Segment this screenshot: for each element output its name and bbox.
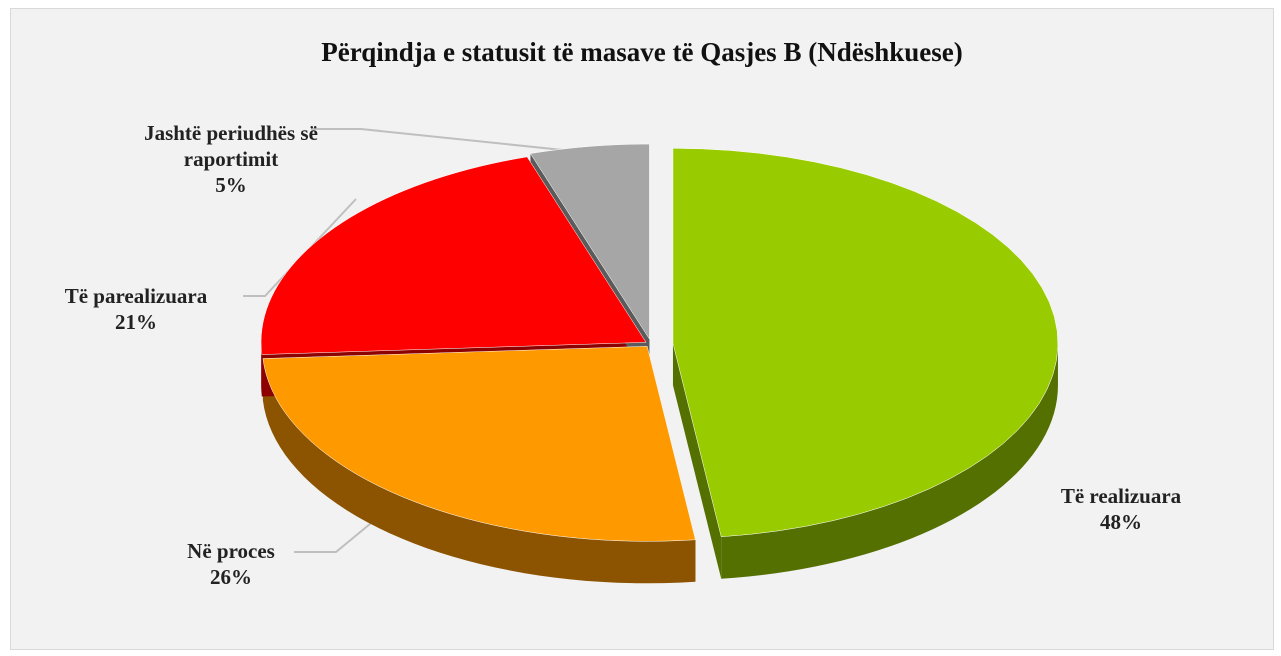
value-label: 21%	[115, 310, 157, 334]
slice-cut	[672, 343, 722, 579]
value-label: 48%	[1100, 510, 1142, 534]
category-label: Jashtë periudhës së raportimit	[144, 121, 318, 171]
data-label: Të parealizuara 21%	[16, 283, 256, 335]
slice	[672, 148, 1059, 538]
category-label: Në proces	[187, 539, 275, 563]
chart: Përqindja e statusit të masave të Qasjes…	[10, 8, 1274, 650]
slice	[260, 156, 647, 355]
leader-line	[294, 518, 377, 553]
chart-title: Përqindja e statusit të masave të Qasjes…	[321, 37, 963, 67]
leader-lines	[243, 128, 602, 553]
slice-tops	[260, 143, 1059, 542]
slice-side	[261, 342, 262, 397]
value-label: 26%	[210, 565, 252, 589]
data-label: Të realizuara 48%	[1011, 483, 1231, 535]
pie-area	[243, 128, 1059, 584]
slice	[530, 143, 650, 340]
value-label: 5%	[215, 173, 247, 197]
leader-line	[243, 198, 357, 297]
data-label: Në proces 26%	[121, 538, 341, 590]
category-label: Të realizuara	[1060, 484, 1182, 508]
category-label: Të parealizuara	[64, 284, 208, 308]
slice-side	[721, 343, 1058, 579]
leader-line	[311, 128, 602, 155]
slice-side	[262, 358, 696, 584]
slice	[262, 346, 696, 542]
data-label: Jashtë periudhës së raportimit 5%	[111, 120, 351, 198]
